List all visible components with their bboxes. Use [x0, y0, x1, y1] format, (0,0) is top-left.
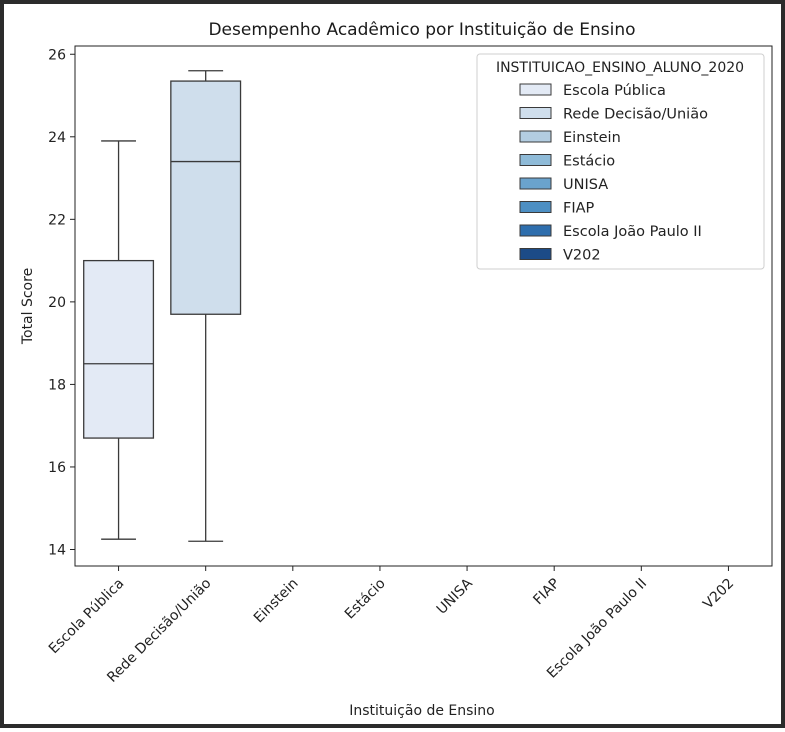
x-tick-label: UNISA	[434, 575, 476, 617]
box-1	[170, 70, 242, 542]
box-series	[83, 70, 242, 542]
legend-swatch	[519, 154, 552, 166]
y-tick-label: 26	[48, 47, 66, 63]
x-tick-label: V202	[700, 576, 737, 613]
box-0	[83, 140, 155, 540]
legend-label: Einstein	[563, 130, 621, 146]
y-tick-label: 14	[48, 542, 66, 558]
plot-area-frame	[74, 45, 773, 567]
iqr-box	[170, 80, 242, 315]
legend-swatch	[519, 248, 552, 260]
x-tick-label: Escola Pública	[46, 576, 128, 658]
y-tick-label: 20	[48, 295, 66, 311]
chart-title: Desempenho Acadêmico por Instituição de …	[208, 20, 635, 40]
y-axis-ticks: 14 16 18 20 22 24 26	[48, 47, 75, 558]
legend-label: V202	[563, 248, 601, 264]
legend-swatch	[519, 177, 552, 190]
y-tick-label: 22	[48, 212, 66, 228]
legend-swatch	[519, 201, 552, 213]
x-axis-label: Instituição de Ensino	[349, 703, 495, 719]
box-plot-chart: Desempenho Acadêmico por Instituição de …	[20, 20, 773, 719]
legend-label: Rede Decisão/União	[563, 107, 708, 123]
legend-label: Escola Pública	[563, 83, 666, 99]
x-tick-label: Estácio	[342, 576, 389, 623]
legend-swatch	[519, 224, 552, 237]
legend-swatch	[519, 83, 552, 96]
legend-label: Escola João Paulo II	[563, 224, 702, 240]
y-tick-label: 16	[48, 460, 66, 476]
y-axis-label: Total Score	[20, 268, 36, 345]
legend-entries: Escola Pública Rede Decisão/União Einstein…	[519, 83, 708, 264]
legend-swatch	[519, 107, 552, 119]
x-tick-label: Einstein	[251, 576, 302, 627]
legend-label: UNISA	[563, 177, 608, 193]
y-tick-label: 24	[48, 130, 66, 146]
legend: INSTITUICAO_ENSINO_ALUNO_2020 Escola Púb…	[476, 53, 765, 270]
legend-label: Estácio	[563, 154, 615, 170]
legend-title: INSTITUICAO_ENSINO_ALUNO_2020	[496, 60, 744, 76]
legend-label: FIAP	[563, 201, 595, 217]
iqr-box	[83, 259, 155, 439]
x-tick-label: Escola João Paulo II	[544, 576, 650, 682]
y-tick-label: 18	[48, 377, 66, 393]
x-tick-label: FIAP	[530, 576, 563, 609]
legend-swatch	[519, 130, 552, 143]
